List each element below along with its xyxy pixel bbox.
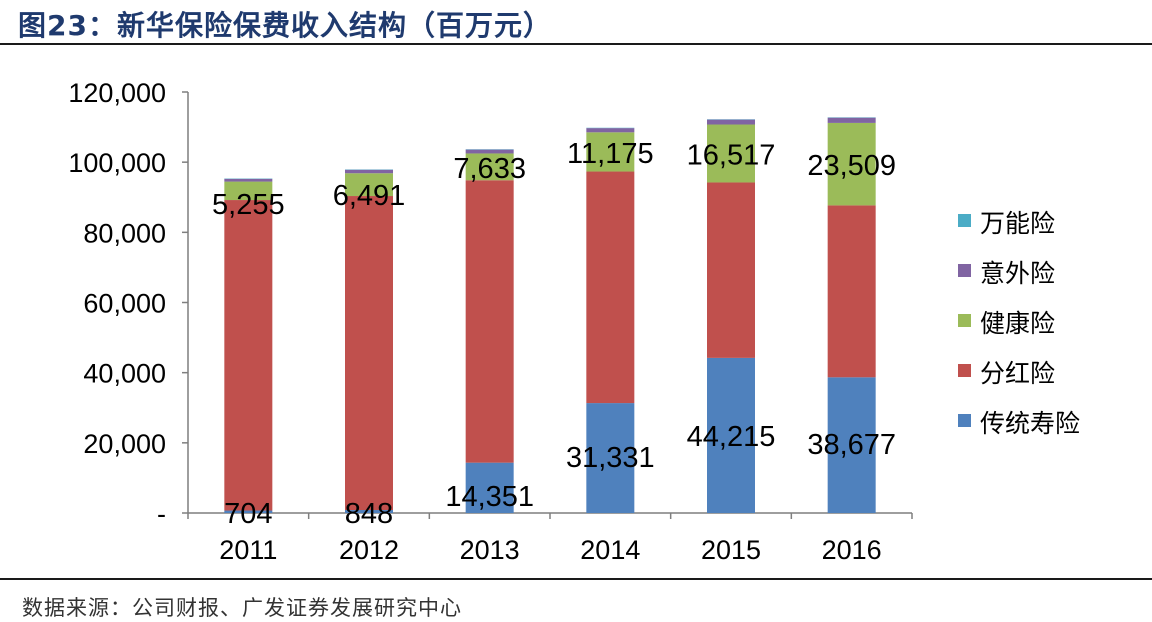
title-rule bbox=[0, 43, 1152, 45]
bar-segment bbox=[465, 180, 514, 463]
bar-segment bbox=[224, 510, 273, 513]
y-tick-label: - bbox=[157, 499, 166, 529]
data-label: 848 bbox=[345, 498, 393, 530]
stacked-bar-chart: - 20,000 40,000 60,000 80,000 100,000 120,000 2… bbox=[68, 78, 1080, 565]
y-tick-label: 100,000 bbox=[68, 148, 166, 178]
data-label: 38,677 bbox=[807, 429, 896, 461]
data-label: 11,175 bbox=[567, 138, 654, 170]
y-tick-label: 80,000 bbox=[83, 218, 166, 248]
chart-axes: - 20,000 40,000 60,000 80,000 100,000 120,000 2… bbox=[68, 78, 913, 565]
bar-segment bbox=[465, 149, 514, 154]
bar-segment bbox=[224, 178, 273, 182]
data-label: 704 bbox=[224, 498, 272, 530]
legend-swatch bbox=[958, 214, 971, 227]
bar-segment bbox=[707, 119, 755, 125]
y-tick-label: 20,000 bbox=[83, 429, 166, 459]
bar-segment bbox=[707, 124, 755, 183]
bar-segment bbox=[827, 377, 876, 513]
x-tick-label: 2012 bbox=[339, 535, 399, 565]
bar-segment bbox=[345, 173, 393, 197]
legend-swatch bbox=[958, 364, 971, 377]
bar-segment bbox=[586, 171, 635, 404]
bar-segment bbox=[827, 117, 876, 123]
x-tick-label: 2016 bbox=[822, 535, 882, 565]
data-label: 44,215 bbox=[687, 421, 776, 453]
data-label: 7,633 bbox=[453, 153, 526, 185]
legend-swatch bbox=[958, 314, 971, 327]
legend-label: 健康险 bbox=[980, 309, 1055, 338]
legend-label: 意外险 bbox=[980, 259, 1055, 288]
bar-segment bbox=[224, 200, 273, 511]
bar-segment bbox=[345, 510, 393, 513]
y-tick-label: 40,000 bbox=[83, 359, 166, 389]
bar-segment bbox=[345, 196, 393, 511]
data-label: 31,331 bbox=[566, 442, 655, 474]
bar-segment bbox=[345, 169, 393, 174]
y-tick-label: 120,000 bbox=[68, 78, 166, 108]
data-label: 5,255 bbox=[212, 189, 285, 221]
bar-segment bbox=[707, 182, 755, 358]
legend-label: 万能险 bbox=[980, 209, 1055, 238]
bar-segment bbox=[465, 462, 514, 513]
bar-segment bbox=[827, 205, 876, 378]
source-note: 数据来源：公司财报、广发证券发展研究中心 bbox=[22, 596, 462, 620]
chart-data-labels: 704 5,255 848 6,491 14,351 7,633 31,331 11,175 4… bbox=[212, 138, 896, 530]
footer-rule bbox=[0, 578, 1152, 580]
bar-segment bbox=[707, 357, 755, 513]
title-bar: 图23：新华保险保费收入结构（百万元） bbox=[0, 0, 1152, 45]
data-label: 14,351 bbox=[445, 481, 534, 513]
bar-segment bbox=[827, 122, 876, 206]
x-tick-label: 2013 bbox=[460, 535, 520, 565]
bar-segment bbox=[465, 153, 514, 181]
y-tick-label: 60,000 bbox=[83, 289, 166, 319]
bar-segment bbox=[586, 132, 635, 172]
legend-label: 分红险 bbox=[980, 359, 1055, 388]
bar-segment bbox=[586, 128, 635, 133]
legend-label: 传统寿险 bbox=[980, 409, 1080, 438]
bar-segment bbox=[224, 181, 273, 201]
data-label: 6,491 bbox=[333, 180, 406, 212]
legend-swatch bbox=[958, 264, 971, 277]
legend-swatch bbox=[958, 414, 971, 427]
data-label: 23,509 bbox=[807, 150, 896, 182]
data-label: 16,517 bbox=[687, 139, 776, 171]
figure-title: 图23：新华保险保费收入结构（百万元） bbox=[18, 9, 552, 42]
bar-segment bbox=[586, 403, 635, 513]
x-tick-label: 2011 bbox=[219, 535, 277, 565]
chart-bars bbox=[224, 117, 876, 513]
x-tick-label: 2014 bbox=[580, 535, 640, 565]
x-tick-label: 2015 bbox=[701, 535, 761, 565]
